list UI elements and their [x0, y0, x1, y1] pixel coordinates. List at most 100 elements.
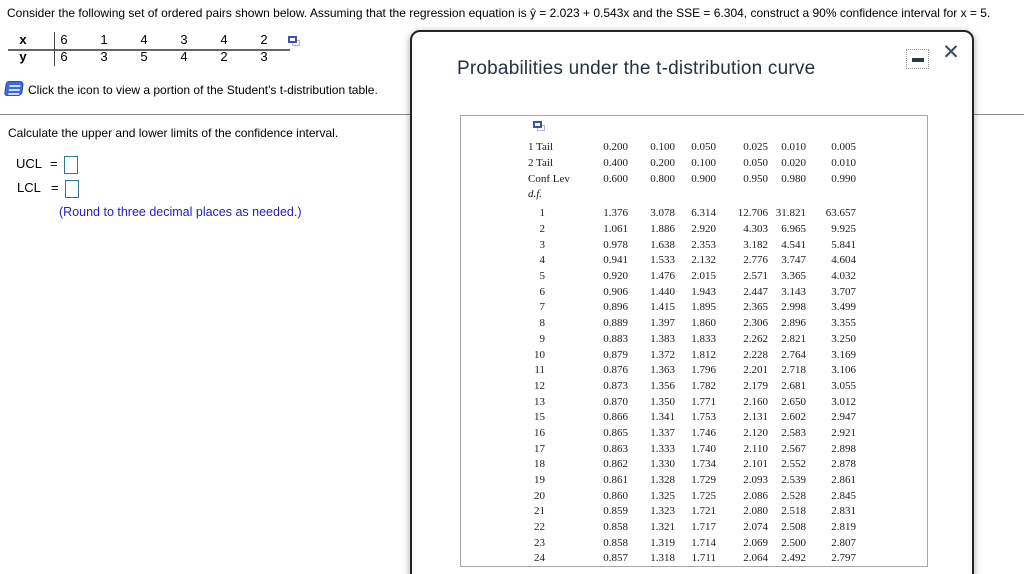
lcl-equals: =	[51, 180, 59, 196]
copy-icon-front	[533, 121, 542, 128]
t-value-cell: 1.372	[650, 348, 675, 361]
t-value-cell: 2.898	[831, 442, 856, 455]
t-value-cell: 2.179	[743, 379, 768, 392]
t-row-label: 4	[461, 253, 561, 269]
t-value-cell: 2.120	[743, 426, 768, 439]
t-value-cell: 3.169	[831, 348, 856, 361]
t-value-cell: 0.050	[743, 156, 768, 169]
pair-value: 5	[140, 49, 148, 64]
ttable-copy-icon[interactable]	[533, 121, 546, 132]
t-value-cell: 0.400	[603, 156, 628, 169]
t-value-cell: 1.860	[691, 317, 716, 330]
t-value-cell: 2.807	[831, 536, 856, 549]
t-data-row: 8 0.889 1.397 1.860 2.306 2.896 3.355	[461, 316, 927, 332]
t-value-cell: 2.262	[743, 332, 768, 345]
t-value-cell: 2.552	[781, 458, 806, 471]
t-value-cell: 3.106	[831, 364, 856, 377]
t-value-cell: 1.796	[691, 364, 716, 377]
t-value-cell: 1.717	[691, 521, 716, 534]
minimize-button[interactable]	[906, 49, 929, 69]
t-value-cell: 0.200	[603, 140, 628, 153]
t-value-cell: 2.602	[781, 411, 806, 424]
t-value-cell: 2.228	[743, 348, 768, 361]
t-value-cell: 1.415	[650, 301, 675, 314]
df-value: 11	[534, 364, 545, 377]
pair-value: 3	[260, 49, 268, 64]
t-value-cell: 4.604	[831, 254, 856, 267]
dialog-title: Probabilities under the t-distribution c…	[457, 58, 816, 79]
t-value-cell: 0.858	[603, 521, 628, 534]
t-value-cell: 3.078	[650, 207, 675, 220]
t-value-cell: 1.886	[650, 223, 675, 236]
t-value-cell: 4.303	[743, 223, 768, 236]
lcl-input[interactable]	[64, 180, 79, 198]
t-row-label: 23	[461, 535, 561, 551]
t-data-row: 3 0.978 1.638 2.353 3.182 4.541 5.841	[461, 237, 927, 253]
t-header-row: 2 Tail 0.400 0.200 0.100 0.050 0.020 0.010	[461, 155, 927, 171]
tdist-book-icon[interactable]	[3, 81, 25, 96]
df-value: 5	[539, 270, 546, 283]
t-value-cell: 3.143	[781, 285, 806, 298]
t-data-row: 23 0.858 1.319 1.714 2.069 2.500 2.807	[461, 535, 927, 551]
t-row-label: 20	[461, 488, 561, 504]
ucl-equals: =	[50, 156, 58, 172]
df-value: 8	[539, 317, 546, 330]
pair-value: 6	[60, 49, 68, 64]
t-row-label: 21	[461, 504, 561, 520]
t-data-row: 7 0.896 1.415 1.895 2.365 2.998 3.499	[461, 300, 927, 316]
t-row-label: 19	[461, 473, 561, 489]
df-value: 3	[539, 238, 546, 251]
pair-value: 6	[60, 32, 68, 47]
ucl-input[interactable]	[63, 156, 78, 174]
t-value-cell: 12.706	[737, 207, 768, 220]
close-icon: ✕	[942, 41, 960, 64]
tdist-dialog: Probabilities under the t-distribution c…	[410, 30, 974, 574]
t-value-cell: 0.005	[831, 140, 856, 153]
t-value-cell: 1.376	[603, 207, 628, 220]
t-value-cell: 2.528	[781, 489, 806, 502]
t-value-cell: 0.865	[603, 426, 628, 439]
t-value-cell: 1.725	[691, 489, 716, 502]
t-value-cell: 3.355	[831, 317, 856, 330]
t-value-cell: 1.061	[603, 223, 628, 236]
t-value-cell: 0.906	[603, 285, 628, 298]
t-value-cell: 3.365	[781, 270, 806, 283]
t-row-label: 17	[461, 441, 561, 457]
t-value-cell: 0.950	[743, 172, 768, 185]
t-value-cell: 2.064	[743, 552, 768, 565]
t-row-label: 12	[461, 379, 561, 395]
pairs-copy-icon[interactable]	[288, 36, 301, 47]
t-value-cell: 1.943	[691, 285, 716, 298]
t-value-cell: 2.131	[743, 411, 768, 424]
t-row-label: 1	[461, 206, 561, 222]
t-value-cell: 1.721	[691, 505, 716, 518]
t-value-cell: 2.819	[831, 521, 856, 534]
t-value-cell: 0.990	[831, 172, 856, 185]
t-data-row: 24 0.857 1.318 1.711 2.064 2.492 2.797	[461, 551, 927, 566]
lcl-label: LCL	[17, 180, 41, 196]
ttable-panel: 1 Tail 0.200 0.100 0.050 0.025 0.010 0.005 2 Ta…	[460, 115, 928, 567]
t-value-cell: 2.110	[743, 442, 768, 455]
t-value-cell: 2.093	[743, 474, 768, 487]
df-value: 7	[539, 301, 546, 314]
df-value: 19	[534, 474, 545, 487]
t-data-row: 2 1.061 1.886 2.920 4.303 6.965 9.925	[461, 222, 927, 238]
t-value-cell: 1.328	[650, 474, 675, 487]
t-value-cell: 0.200	[650, 156, 675, 169]
t-value-cell: 0.900	[691, 172, 716, 185]
t-value-cell: 3.747	[781, 254, 806, 267]
t-data-row: 5 0.920 1.476 2.015 2.571 3.365 4.032	[461, 269, 927, 285]
df-value: 1	[539, 207, 546, 220]
t-value-cell: 1.476	[650, 270, 675, 283]
t-value-cell: 3.250	[831, 332, 856, 345]
t-value-cell: 2.365	[743, 301, 768, 314]
close-button[interactable]: ✕	[939, 40, 963, 66]
t-value-cell: 1.337	[650, 426, 675, 439]
t-row-label: 9	[461, 332, 561, 348]
t-row-label: 8	[461, 316, 561, 332]
df-value: 17	[534, 442, 545, 455]
t-value-cell: 0.863	[603, 442, 628, 455]
pairs-horizontal-rule	[8, 49, 290, 51]
t-data-row: 15 0.866 1.341 1.753 2.131 2.602 2.947	[461, 410, 927, 426]
pair-row-label: y	[19, 49, 27, 64]
